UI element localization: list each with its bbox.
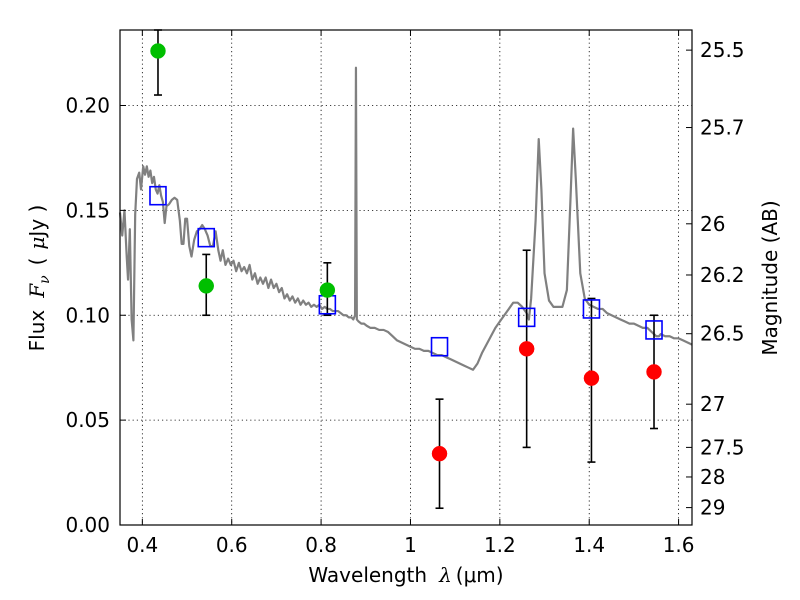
x-tick-label: 0.8 xyxy=(305,533,337,557)
model-band-square xyxy=(430,336,449,357)
plot-area xyxy=(120,30,692,525)
y2-tick-label: 27 xyxy=(700,392,725,416)
y-axis-label: Flux Fν ( μJy ) xyxy=(25,205,53,352)
marker-layer xyxy=(149,43,663,462)
y2-tick-label: 27.5 xyxy=(700,435,745,459)
x-axis-label-text: Wavelength xyxy=(308,563,427,587)
red-flux-point xyxy=(431,445,448,462)
model-band-square xyxy=(645,320,663,340)
green-flux-point xyxy=(198,278,214,294)
x-tick-label: 0.6 xyxy=(216,533,248,557)
y-tick-label: 0.10 xyxy=(65,303,110,327)
y-axis-label-subscript: ν xyxy=(37,275,53,284)
x-tick-label: 1 xyxy=(404,533,417,557)
x-axis-label-unit: (μm) xyxy=(456,563,504,587)
x-axis-label-symbol: λ xyxy=(438,563,452,587)
y2-tick-label: 26.2 xyxy=(700,263,745,287)
model-band-square xyxy=(197,227,216,248)
x-tick-label: 1.6 xyxy=(663,533,695,557)
green-flux-point xyxy=(319,282,336,298)
x-tick-labels: 0.4 0.6 0.8 1 1.2 1.4 1.6 xyxy=(126,533,694,557)
x-axis-label: Wavelength λ (μm) xyxy=(308,563,503,587)
red-flux-point xyxy=(583,370,600,386)
y2-tick-labels: 25.5 25.7 26 26.2 26.5 27 27.5 28 29 xyxy=(700,38,745,519)
model-band-square xyxy=(582,299,601,319)
y2-tick-label: 29 xyxy=(700,496,725,520)
y-axis-label-text: Flux xyxy=(25,310,49,352)
y2-axis-label: Magnitude (AB) xyxy=(758,200,782,355)
y-tick-label: 0.00 xyxy=(65,513,110,537)
y-axis-label-unit-symbol: μ xyxy=(25,237,49,250)
plot-frame xyxy=(119,29,693,526)
tick-layer xyxy=(120,30,692,526)
model-band-square xyxy=(149,185,167,206)
y-tick-label: 0.20 xyxy=(65,94,110,118)
y-axis-label-symbol: F xyxy=(25,283,49,299)
green-flux-point xyxy=(150,43,166,59)
y-tick-label: 0.05 xyxy=(65,408,110,432)
y-tick-label: 0.15 xyxy=(65,198,110,222)
y2-tick-label: 26.5 xyxy=(700,322,745,346)
y-axis-label-open: ( xyxy=(25,258,49,266)
model-band-square xyxy=(517,307,536,328)
spectrum-line xyxy=(118,66,693,371)
y-tick-labels: 0.00 0.05 0.10 0.15 0.20 xyxy=(65,94,110,537)
y2-tick-label: 26 xyxy=(700,212,725,236)
y2-tick-label: 25.5 xyxy=(700,38,745,62)
x-tick-label: 0.4 xyxy=(126,533,158,557)
y-axis-label-unit: Jy ) xyxy=(25,205,49,239)
spectrum-layer xyxy=(118,66,693,371)
x-tick-label: 1.4 xyxy=(573,533,605,557)
x-tick-label: 1.2 xyxy=(484,533,516,557)
y2-tick-label: 28 xyxy=(700,465,725,489)
red-flux-point xyxy=(518,341,535,357)
y2-tick-label: 25.7 xyxy=(700,116,745,140)
red-flux-point xyxy=(646,364,662,380)
